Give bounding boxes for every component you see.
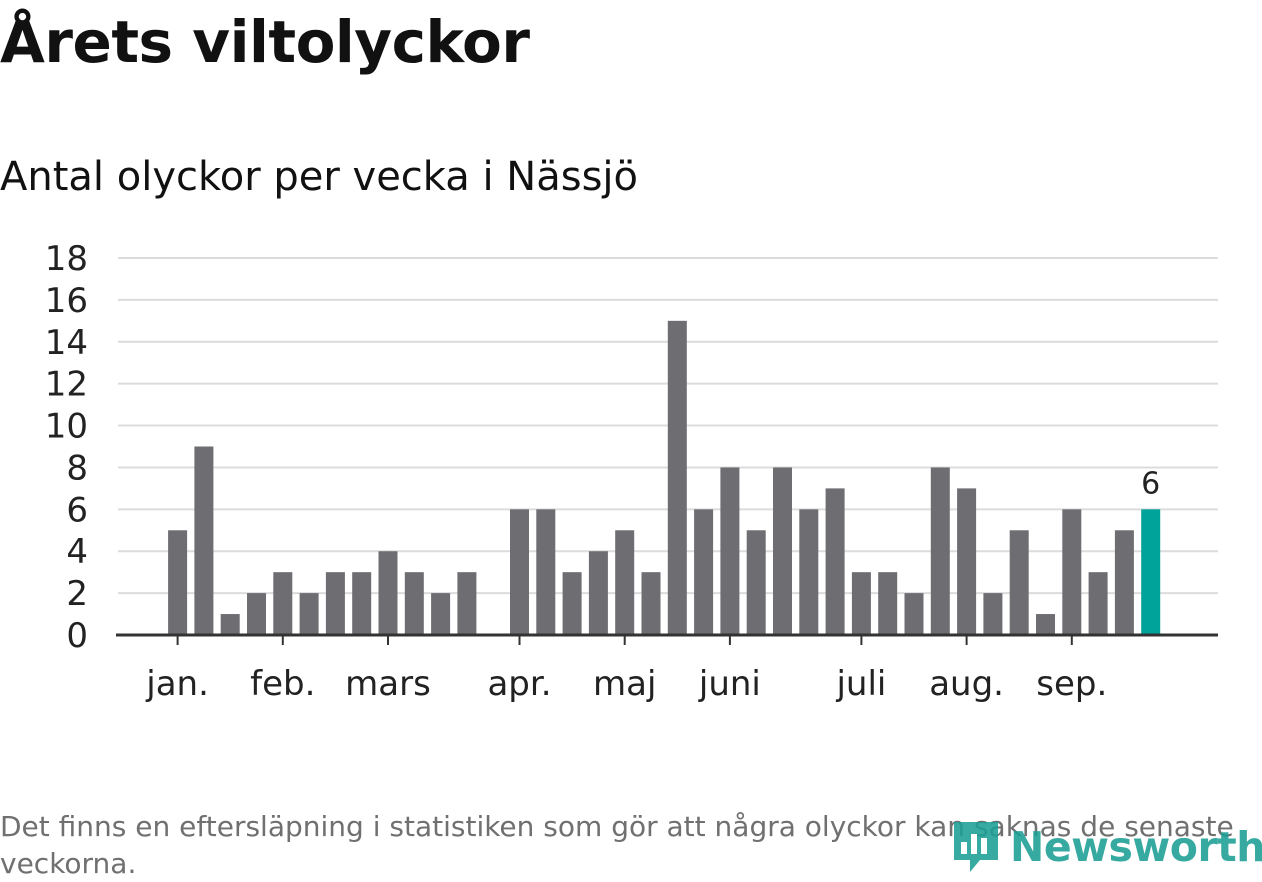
- y-tick-label: 2: [66, 574, 88, 614]
- chart-title: Årets viltolyckor: [0, 8, 530, 76]
- bar-week-11: [378, 551, 398, 635]
- bar-week-9: [325, 572, 345, 635]
- x-axis-ticks: jan. feb. mars apr. maj juni juli aug. sep.: [145, 635, 1107, 704]
- y-tick-label: 18: [45, 239, 88, 279]
- y-tick-label: 10: [45, 407, 88, 447]
- bar-week-12: [404, 572, 424, 635]
- logo-text: Newsworthy: [1010, 823, 1262, 871]
- x-tick-label: sep.: [1036, 664, 1107, 704]
- bar-week-30: [878, 572, 898, 635]
- bar-week-7: [273, 572, 293, 635]
- highlight-data-label: 6: [1141, 466, 1160, 501]
- bar-week-17: [536, 509, 556, 635]
- bar-week-38: [1088, 572, 1108, 635]
- x-tick-label: apr.: [487, 664, 551, 704]
- x-tick-label: juni: [698, 664, 761, 704]
- bar-week-4: [194, 446, 214, 635]
- y-tick-label: 0: [66, 616, 88, 656]
- bar-week-19: [588, 551, 608, 635]
- bar-week-13: [431, 593, 451, 635]
- bar-week-29: [851, 572, 871, 635]
- bar-week-3: [168, 530, 188, 635]
- y-tick-label: 4: [66, 532, 88, 572]
- bar-week-23: [694, 509, 714, 635]
- bar-week-25: [746, 530, 766, 635]
- bar-week-21: [641, 572, 661, 635]
- x-tick-label: jan.: [145, 664, 209, 704]
- footnote: Det finns en eftersläpning i statistiken…: [0, 810, 1234, 880]
- bar-week-5: [220, 614, 240, 635]
- bar-week-31: [904, 593, 924, 635]
- bar-week-39: [1114, 530, 1134, 635]
- bar-week-37: [1062, 509, 1082, 635]
- bar-week-18: [562, 572, 582, 635]
- x-tick-label: maj: [593, 664, 656, 704]
- bar-week-6: [247, 593, 266, 635]
- bar-week-32: [930, 467, 950, 635]
- y-tick-label: 14: [45, 323, 88, 363]
- bar-week-10: [352, 572, 372, 635]
- newsworthy-logo: Newsworthy: [950, 818, 1262, 876]
- bar-week-8: [299, 593, 319, 635]
- bar-week-34: [983, 593, 1003, 635]
- newsworthy-logo-icon: [954, 822, 998, 872]
- bar-week-16: [510, 509, 529, 635]
- bar-week-14: [457, 572, 477, 635]
- y-tick-label: 6: [66, 490, 88, 530]
- bar-week-33: [957, 488, 977, 635]
- bar-week-40: [1141, 509, 1161, 635]
- chart-subtitle: Antal olyckor per vecka i Nässjö: [0, 154, 639, 200]
- x-tick-label: feb.: [250, 664, 315, 704]
- bar-week-20: [615, 530, 635, 635]
- bar-week-22: [667, 320, 687, 635]
- x-tick-label: aug.: [929, 664, 1004, 704]
- bar-week-35: [1009, 530, 1029, 635]
- data-labels: 6: [1141, 466, 1160, 501]
- y-tick-label: 12: [45, 365, 88, 405]
- bar-week-24: [720, 467, 740, 635]
- bar-week-27: [799, 509, 819, 635]
- bar-week-28: [825, 488, 845, 635]
- x-tick-label: juli: [835, 664, 886, 704]
- bar-week-36: [1036, 614, 1055, 635]
- y-tick-label: 16: [45, 281, 88, 321]
- bar-week-26: [773, 467, 792, 635]
- bars: [168, 320, 1161, 635]
- x-tick-label: mars: [345, 664, 431, 704]
- y-tick-label: 8: [66, 448, 88, 488]
